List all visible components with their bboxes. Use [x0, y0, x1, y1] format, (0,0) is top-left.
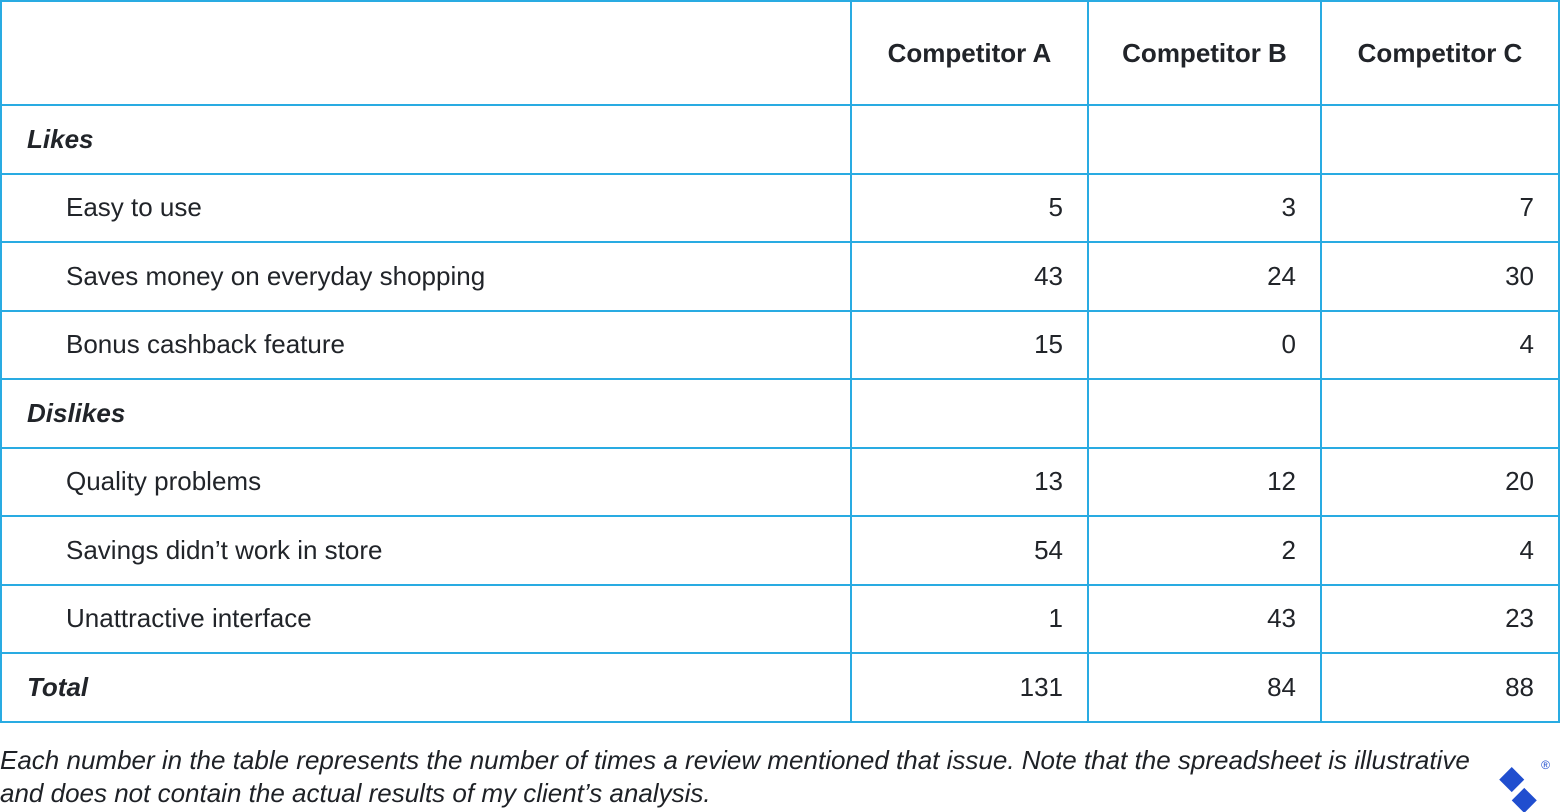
cell-value: 24: [1087, 241, 1322, 312]
cell-value: 131: [850, 652, 1089, 723]
cell-value: [1320, 378, 1560, 449]
column-header-competitor-c: Competitor C: [1320, 0, 1560, 106]
cell-value: 0: [1087, 309, 1322, 380]
cell-value: [850, 378, 1089, 449]
row-label: Easy to use: [0, 172, 852, 243]
table-row-total: Total 131 84 88: [0, 652, 1560, 723]
cell-value: 54: [850, 515, 1089, 586]
cell-value: 88: [1320, 652, 1560, 723]
cell-value: 2: [1087, 515, 1322, 586]
column-header-competitor-b: Competitor B: [1087, 0, 1322, 106]
row-label: Total: [0, 652, 852, 723]
cell-value: 13: [850, 446, 1089, 517]
row-label: Saves money on everyday shopping: [0, 241, 852, 312]
cell-value: 15: [850, 309, 1089, 380]
table-row-likes: Likes: [0, 104, 1560, 175]
row-label: Quality problems: [0, 446, 852, 517]
toptal-logo: ®: [1498, 758, 1550, 812]
table-row-unattractive-interface: Unattractive interface 1 43 23: [0, 583, 1560, 654]
cell-value: 5: [850, 172, 1089, 243]
cell-value: 30: [1320, 241, 1560, 312]
competitor-analysis-table: Competitor A Competitor B Competitor C L…: [0, 0, 1560, 723]
table-row-easy-to-use: Easy to use 5 3 7: [0, 172, 1560, 243]
column-header-competitor-a: Competitor A: [850, 0, 1089, 106]
registered-trademark-symbol: ®: [1541, 757, 1550, 772]
cell-value: [1087, 104, 1322, 175]
cell-value: 7: [1320, 172, 1560, 243]
table-row-saves-money: Saves money on everyday shopping 43 24 3…: [0, 241, 1560, 312]
toptal-logo-icon: [1498, 766, 1548, 812]
cell-value: 4: [1320, 515, 1560, 586]
row-label: Unattractive interface: [0, 583, 852, 654]
cell-value: 3: [1087, 172, 1322, 243]
row-label: Savings didn’t work in store: [0, 515, 852, 586]
cell-value: [1320, 104, 1560, 175]
table-row-savings-didnt-work: Savings didn’t work in store 54 2 4: [0, 515, 1560, 586]
caption-area: Each number in the table represents the …: [0, 744, 1560, 812]
column-header-blank: [0, 0, 852, 106]
row-label: Bonus cashback feature: [0, 309, 852, 380]
cell-value: 43: [1087, 583, 1322, 654]
table-row-quality-problems: Quality problems 13 12 20: [0, 446, 1560, 517]
cell-value: 1: [850, 583, 1089, 654]
row-label: Dislikes: [0, 378, 852, 449]
cell-value: 84: [1087, 652, 1322, 723]
header-row: Competitor A Competitor B Competitor C: [0, 0, 1560, 106]
cell-value: [1087, 378, 1322, 449]
cell-value: 12: [1087, 446, 1322, 517]
cell-value: 23: [1320, 583, 1560, 654]
table-row-dislikes: Dislikes: [0, 378, 1560, 449]
cell-value: [850, 104, 1089, 175]
cell-value: 20: [1320, 446, 1560, 517]
table-row-bonus-cashback: Bonus cashback feature 15 0 4: [0, 309, 1560, 380]
cell-value: 4: [1320, 309, 1560, 380]
table-caption: Each number in the table represents the …: [0, 744, 1470, 808]
cell-value: 43: [850, 241, 1089, 312]
row-label: Likes: [0, 104, 852, 175]
